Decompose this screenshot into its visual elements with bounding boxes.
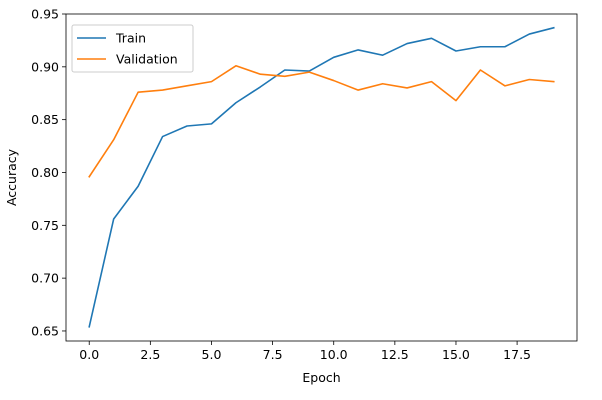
series-line-train <box>88 26 555 328</box>
series-line-validation <box>88 64 555 178</box>
legend: Train Validation <box>71 24 194 73</box>
x-tick-label: 17.5 <box>503 347 531 362</box>
x-tick-label: 12.5 <box>381 347 409 362</box>
legend-label-validation: Validation <box>116 52 178 67</box>
y-axis-label: Accuracy <box>4 148 19 206</box>
legend-label-train: Train <box>115 31 146 46</box>
x-tick-label: 7.5 <box>263 347 283 362</box>
legend-box <box>71 24 194 73</box>
y-tick-label: 0.90 <box>31 59 59 74</box>
y-tick-label: 0.85 <box>31 112 59 127</box>
x-tick-label: 15.0 <box>442 347 470 362</box>
plot-lines <box>88 26 555 328</box>
x-tick-label: 5.0 <box>202 347 222 362</box>
y-tick-label: 0.70 <box>31 271 59 286</box>
y-axis-ticks: 0.65 0.70 0.75 0.80 0.85 0.90 0.95 <box>31 7 66 338</box>
y-tick-label: 0.75 <box>31 218 59 233</box>
x-axis-label: Epoch <box>302 370 340 385</box>
x-tick-label: 10.0 <box>320 347 348 362</box>
plot-frame <box>65 13 578 342</box>
y-tick-label: 0.80 <box>31 165 59 180</box>
x-axis-ticks: 0.0 2.5 5.0 7.5 10.0 12.5 15.0 17.5 <box>79 341 531 362</box>
y-tick-label: 0.65 <box>31 323 59 338</box>
y-tick-label: 0.95 <box>31 7 59 22</box>
x-tick-label: 2.5 <box>140 347 160 362</box>
x-tick-label: 0.0 <box>79 347 99 362</box>
